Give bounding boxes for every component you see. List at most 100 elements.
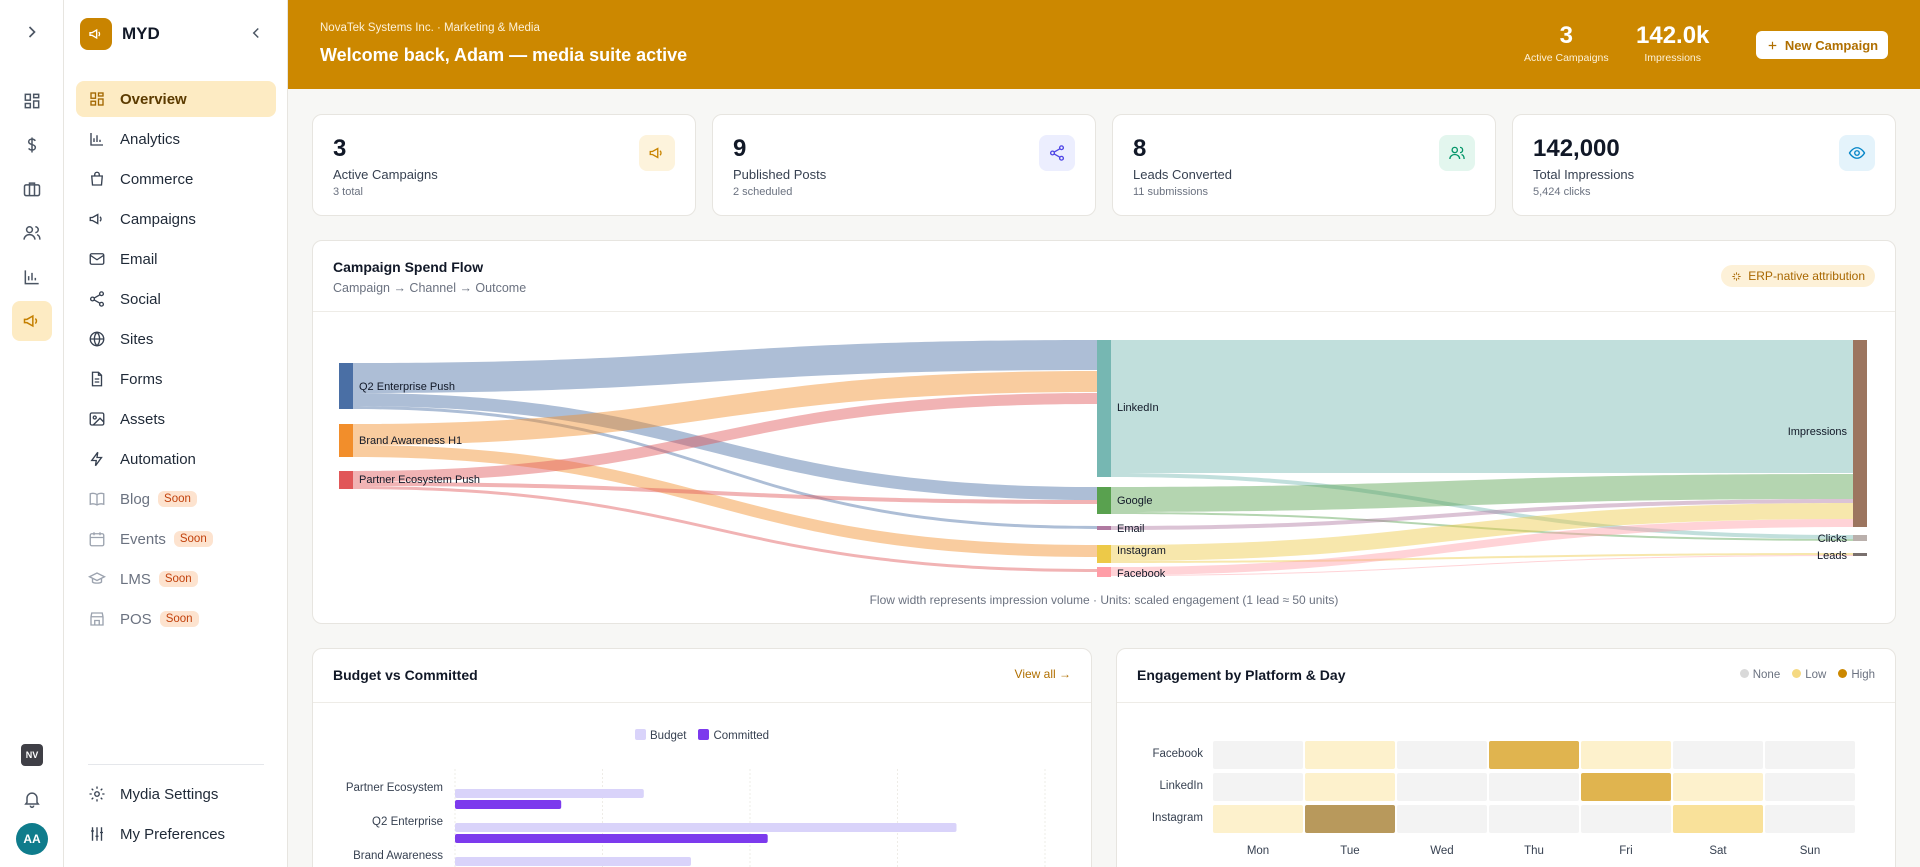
dollar-icon[interactable] — [12, 125, 52, 165]
heatmap-cell[interactable] — [1765, 773, 1855, 801]
new-campaign-button[interactable]: New Campaign — [1756, 31, 1888, 59]
heatmap-cell[interactable] — [1673, 805, 1763, 833]
node-email[interactable] — [1097, 526, 1111, 530]
node-brand-awareness-h1[interactable] — [339, 424, 353, 457]
dashboard-icon[interactable] — [12, 81, 52, 121]
heatmap-cell[interactable] — [1489, 741, 1579, 769]
legend-item[interactable]: Committed — [698, 729, 769, 742]
org-badge[interactable]: NV — [21, 744, 43, 766]
heatmap-cell[interactable] — [1397, 741, 1487, 769]
bar-committed[interactable] — [455, 800, 562, 809]
attribution-badge[interactable]: ERP-native attribution — [1721, 265, 1875, 287]
heatmap-cell[interactable] — [1489, 773, 1579, 801]
kpi-card-leads-converted[interactable]: 8 Leads Converted 11 submissions — [1112, 114, 1496, 216]
sidebar-item-campaigns[interactable]: Campaigns — [76, 201, 276, 237]
kpi-card-published-posts[interactable]: 9 Published Posts 2 scheduled — [712, 114, 1096, 216]
shopping-bag-icon — [91, 171, 103, 186]
node-linkedin[interactable] — [1097, 340, 1111, 477]
sidebar-item-automation[interactable]: Automation — [76, 441, 276, 477]
heatmap-column-label: Sun — [1799, 845, 1821, 857]
node-partner-ecosystem-push[interactable] — [339, 471, 353, 489]
node-label: Partner Ecosystem Push — [359, 474, 480, 486]
heatmap-cell[interactable] — [1305, 773, 1395, 801]
bar-chart-icon[interactable] — [12, 257, 52, 297]
legend-item[interactable]: Budget — [635, 729, 686, 742]
avatar[interactable]: AA — [16, 823, 48, 855]
node-q2-enterprise-push[interactable] — [339, 363, 353, 409]
sidebar-item-events[interactable]: Events Soon — [76, 521, 276, 557]
book-icon — [89, 492, 105, 506]
node-label: LinkedIn — [1117, 402, 1159, 414]
panel-title: Engagement by Platform & Day — [1137, 667, 1346, 683]
bar-budget[interactable] — [455, 857, 691, 866]
sidebar-item-commerce[interactable]: Commerce — [76, 161, 276, 197]
heatmap-cell[interactable] — [1213, 773, 1303, 801]
sidebar-item-overview[interactable]: Overview — [76, 81, 276, 117]
chevron-right-icon[interactable] — [12, 12, 52, 52]
node-google[interactable] — [1097, 487, 1111, 514]
heatmap-cell[interactable] — [1673, 741, 1763, 769]
sidebar-item-sites[interactable]: Sites — [76, 321, 276, 357]
welcome-banner: NovaTek Systems Inc. · Marketing & Media… — [288, 0, 1920, 89]
legend-label: Committed — [713, 730, 770, 742]
sidebar-item-label: Campaigns — [120, 210, 196, 228]
sidebar-item-label: Automation — [120, 450, 196, 468]
heatmap-cell[interactable] — [1397, 773, 1487, 801]
heatmap-cell[interactable] — [1305, 741, 1395, 769]
sidebar-item-blog[interactable]: Blog Soon — [76, 481, 276, 517]
kpi-value: 3 — [333, 135, 347, 162]
heatmap-cell[interactable] — [1765, 805, 1855, 833]
megaphone-icon[interactable] — [12, 301, 52, 341]
bar-budget[interactable] — [455, 789, 644, 798]
sidebar-item-my-preferences[interactable]: My Preferences — [76, 816, 276, 852]
divider — [313, 311, 1895, 312]
heatmap-cell[interactable] — [1581, 741, 1671, 769]
node-impressions[interactable] — [1853, 340, 1867, 527]
users-icon[interactable] — [12, 213, 52, 253]
sidebar-item-assets[interactable]: Assets — [76, 401, 276, 437]
heatmap-cell[interactable] — [1581, 773, 1671, 801]
sidebar-item-pos[interactable]: POS Soon — [76, 601, 276, 637]
dashboard-icon — [90, 92, 104, 106]
bell-icon[interactable] — [12, 779, 52, 819]
heatmap-cell[interactable] — [1305, 805, 1395, 833]
sidebar-item-lms[interactable]: LMS Soon — [76, 561, 276, 597]
sidebar-bottom-nav: Mydia Settings My Preferences — [76, 776, 276, 856]
sidebar-item-analytics[interactable]: Analytics — [76, 121, 276, 157]
briefcase-icon[interactable] — [12, 169, 52, 209]
bar-category-label: Brand Awareness — [353, 850, 443, 862]
link-facebook-impressions — [1110, 519, 1853, 575]
sidebar-item-forms[interactable]: Forms — [76, 361, 276, 397]
share-icon — [89, 291, 105, 307]
node-clicks[interactable] — [1853, 535, 1867, 541]
heatmap-cell[interactable] — [1489, 805, 1579, 833]
chevron-left-icon[interactable] — [247, 24, 265, 42]
node-leads[interactable] — [1853, 553, 1867, 556]
sparkle-icon — [1732, 271, 1741, 281]
heatmap-cell[interactable] — [1213, 741, 1303, 769]
sidebar-item-email[interactable]: Email — [76, 241, 276, 277]
node-label: Facebook — [1117, 568, 1166, 580]
heatmap-cell[interactable] — [1213, 805, 1303, 833]
link-partner-linkedin — [350, 393, 1097, 482]
heatmap-cell[interactable] — [1581, 805, 1671, 833]
sidebar-item-mydia-settings[interactable]: Mydia Settings — [76, 776, 276, 812]
node-facebook[interactable] — [1097, 567, 1111, 577]
kpi-card-active-campaigns[interactable]: 3 Active Campaigns 3 total — [312, 114, 696, 216]
link-q2-google — [350, 393, 1097, 500]
heatmap-cell[interactable] — [1673, 773, 1763, 801]
bar-committed[interactable] — [455, 834, 768, 843]
mail-icon — [89, 253, 105, 265]
heatmap-cell[interactable] — [1397, 805, 1487, 833]
bar-budget[interactable] — [455, 823, 957, 832]
brand[interactable]: MYD — [80, 18, 160, 50]
kpi-card-total-impressions[interactable]: 142,000 Total Impressions 5,424 clicks — [1512, 114, 1896, 216]
sidebar-item-social[interactable]: Social — [76, 281, 276, 317]
legend-item: High — [1838, 669, 1875, 681]
node-instagram[interactable] — [1097, 545, 1111, 563]
node-label: Leads — [1817, 550, 1847, 562]
main-content: NovaTek Systems Inc. · Marketing & Media… — [288, 0, 1920, 867]
view-all-link[interactable]: View all → — [1014, 667, 1071, 681]
heatmap-cell[interactable] — [1765, 741, 1855, 769]
link-instagram-impressions — [1110, 503, 1853, 561]
